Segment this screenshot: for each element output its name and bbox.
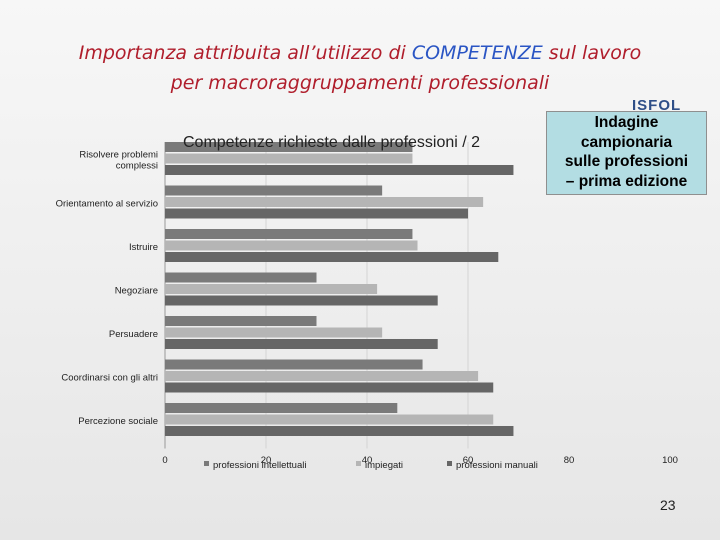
legend-swatch bbox=[447, 461, 452, 466]
slide-title-line1: Importanza attribuita all’utilizzo di CO… bbox=[0, 38, 720, 68]
x-tick-label: 80 bbox=[564, 455, 575, 466]
bar-1-2 bbox=[165, 153, 413, 164]
bar-1-3 bbox=[165, 165, 514, 175]
title-highlight: COMPETENZE bbox=[411, 42, 543, 64]
legend-label: impiegati bbox=[365, 460, 403, 471]
callout-line-1: Indagine bbox=[594, 114, 659, 131]
bar-7-2 bbox=[165, 414, 494, 425]
title-part1: Importanza attribuita all’utilizzo di bbox=[78, 42, 412, 64]
bar-2-1 bbox=[165, 185, 383, 196]
bar-4-3 bbox=[165, 295, 438, 306]
category-label: Coordinarsi con gli altri bbox=[61, 373, 158, 384]
bar-6-1 bbox=[165, 359, 423, 370]
legend-label: professioni manuali bbox=[456, 460, 538, 471]
survey-callout: Indagine campionaria sulle professioni –… bbox=[546, 111, 707, 195]
category-label: complessi bbox=[116, 161, 158, 172]
category-label: Istruire bbox=[129, 242, 158, 253]
bar-2-2 bbox=[165, 197, 484, 207]
callout-line-4: – prima edizione bbox=[565, 172, 688, 190]
legend-swatch bbox=[356, 461, 361, 466]
bar-3-2 bbox=[165, 240, 418, 251]
slide-title-line2: per macroraggruppamenti professionali bbox=[170, 72, 550, 94]
bar-7-1 bbox=[165, 403, 398, 413]
bar-5-3 bbox=[165, 339, 438, 349]
category-label: Negoziare bbox=[115, 286, 158, 297]
bar-1-1 bbox=[165, 142, 413, 152]
legend-swatch bbox=[204, 461, 209, 466]
x-tick-label: 20 bbox=[261, 455, 272, 466]
category-label: Persuadere bbox=[109, 329, 158, 340]
bar-3-3 bbox=[165, 252, 499, 262]
bar-6-3 bbox=[165, 382, 494, 393]
isfol-logo: ISFOL bbox=[632, 97, 682, 114]
bar-7-3 bbox=[165, 426, 514, 436]
category-label: Orientamento al servizio bbox=[56, 199, 158, 210]
x-tick-label: 0 bbox=[162, 455, 167, 466]
callout-line-3: sulle professioni bbox=[564, 153, 689, 170]
bar-2-3 bbox=[165, 208, 468, 219]
category-label: Risolvere problemi bbox=[79, 150, 158, 161]
x-tick-label: 60 bbox=[463, 455, 474, 466]
legend-label: professioni intellettuali bbox=[213, 460, 306, 471]
chart-title: Competenze richieste dalle professioni /… bbox=[183, 134, 481, 151]
bar-5-1 bbox=[165, 316, 317, 326]
bar-4-2 bbox=[165, 284, 378, 294]
x-tick-label: 40 bbox=[362, 455, 373, 466]
slide-title: Importanza attribuita all’utilizzo di CO… bbox=[0, 38, 720, 98]
bar-3-1 bbox=[165, 229, 413, 239]
category-label: Percezione sociale bbox=[78, 416, 158, 427]
x-tick-label: 100 bbox=[662, 455, 678, 466]
bar-6-2 bbox=[165, 371, 479, 381]
bar-4-1 bbox=[165, 272, 317, 283]
callout-line-2: campionaria bbox=[580, 133, 673, 151]
title-part2: sul lavoro bbox=[542, 42, 642, 64]
bar-5-2 bbox=[165, 327, 383, 338]
page-number: 23 bbox=[660, 497, 676, 513]
